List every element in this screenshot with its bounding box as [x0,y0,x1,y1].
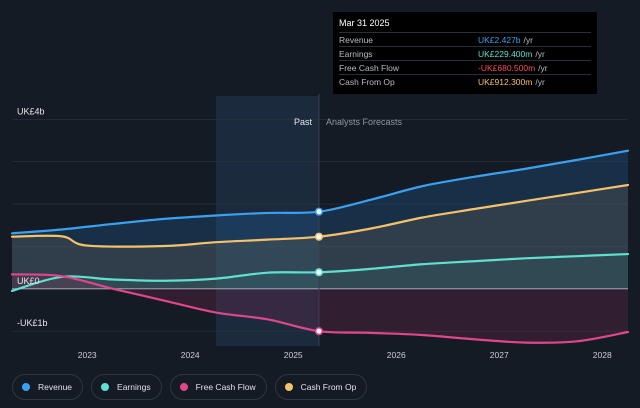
area-revenue [12,150,628,289]
legend-dot-icon [179,383,188,391]
x-axis-labels: 2023 2024 2025 2026 2027 2028 [78,350,612,360]
tooltip-label: Cash From Op [339,76,395,87]
forecast-label: Analysts Forecasts [326,117,403,127]
y-tick-label: -UK£1b [17,318,48,328]
legend-item-cash-from-op[interactable]: Cash From Op [274,374,368,400]
legend-dot-icon [101,383,110,391]
legend-dot-icon [284,383,293,391]
tooltip-unit: /yr [535,48,545,59]
y-tick-label: UK£0 [17,276,40,286]
legend-label: Free Cash Flow [195,382,256,392]
x-tick-label: 2024 [181,350,200,360]
area-free-cash-flow [12,274,628,343]
tooltip-row-earnings: Earnings UK£229.400m /yr [339,46,591,60]
legend-item-free-cash-flow[interactable]: Free Cash Flow [169,374,267,400]
y-axis-labels: UK£4b UK£0 -UK£1b [17,106,48,328]
x-tick-label: 2028 [593,350,612,360]
legend-item-earnings[interactable]: Earnings [91,374,162,400]
legend-label: Cash From Op [300,382,357,392]
legend-dot-icon [22,383,30,391]
past-label: Past [294,117,313,127]
tooltip-unit: /yr [538,62,548,73]
tooltip-unit: /yr [523,34,533,45]
tooltip-date: Mar 31 2025 [339,18,390,28]
x-tick-label: 2025 [284,350,303,360]
tooltip-value: UK£229.400m [478,48,533,59]
marker-cash-from-op [314,232,324,241]
y-tick-label: UK£4b [17,106,45,116]
tooltip-label: Earnings [339,48,373,59]
x-tick-label: 2027 [490,350,509,360]
tooltip-label: Free Cash Flow [339,62,399,73]
current-markers [314,207,324,336]
legend: Revenue Earnings Free Cash Flow Cash Fro… [12,374,368,400]
legend-label: Revenue [38,382,73,392]
tooltip-value: UK£912.300m [478,76,533,87]
tooltip-label: Revenue [339,34,374,45]
marker-revenue [314,207,324,216]
legend-label: Earnings [117,382,151,392]
tooltip-value: -UK£680.500m [478,62,536,73]
tooltip-value: UK£2.427b [478,34,521,45]
tooltip-row-revenue: Revenue UK£2.427b /yr [339,32,591,46]
marker-earnings [314,268,324,277]
tooltip-unit: /yr [535,76,545,87]
x-tick-label: 2023 [78,350,97,360]
tooltip-row-cash-from-op: Cash From Op UK£912.300m /yr [339,74,591,88]
x-tick-label: 2026 [387,350,406,360]
tooltip: Mar 31 2025 Revenue UK£2.427b /yr Earnin… [333,12,597,94]
tooltip-row-free-cash-flow: Free Cash Flow -UK£680.500m /yr [339,60,591,74]
highlight-band [215,96,319,346]
marker-free-cash-flow [314,327,324,336]
legend-item-revenue[interactable]: Revenue [12,374,84,400]
